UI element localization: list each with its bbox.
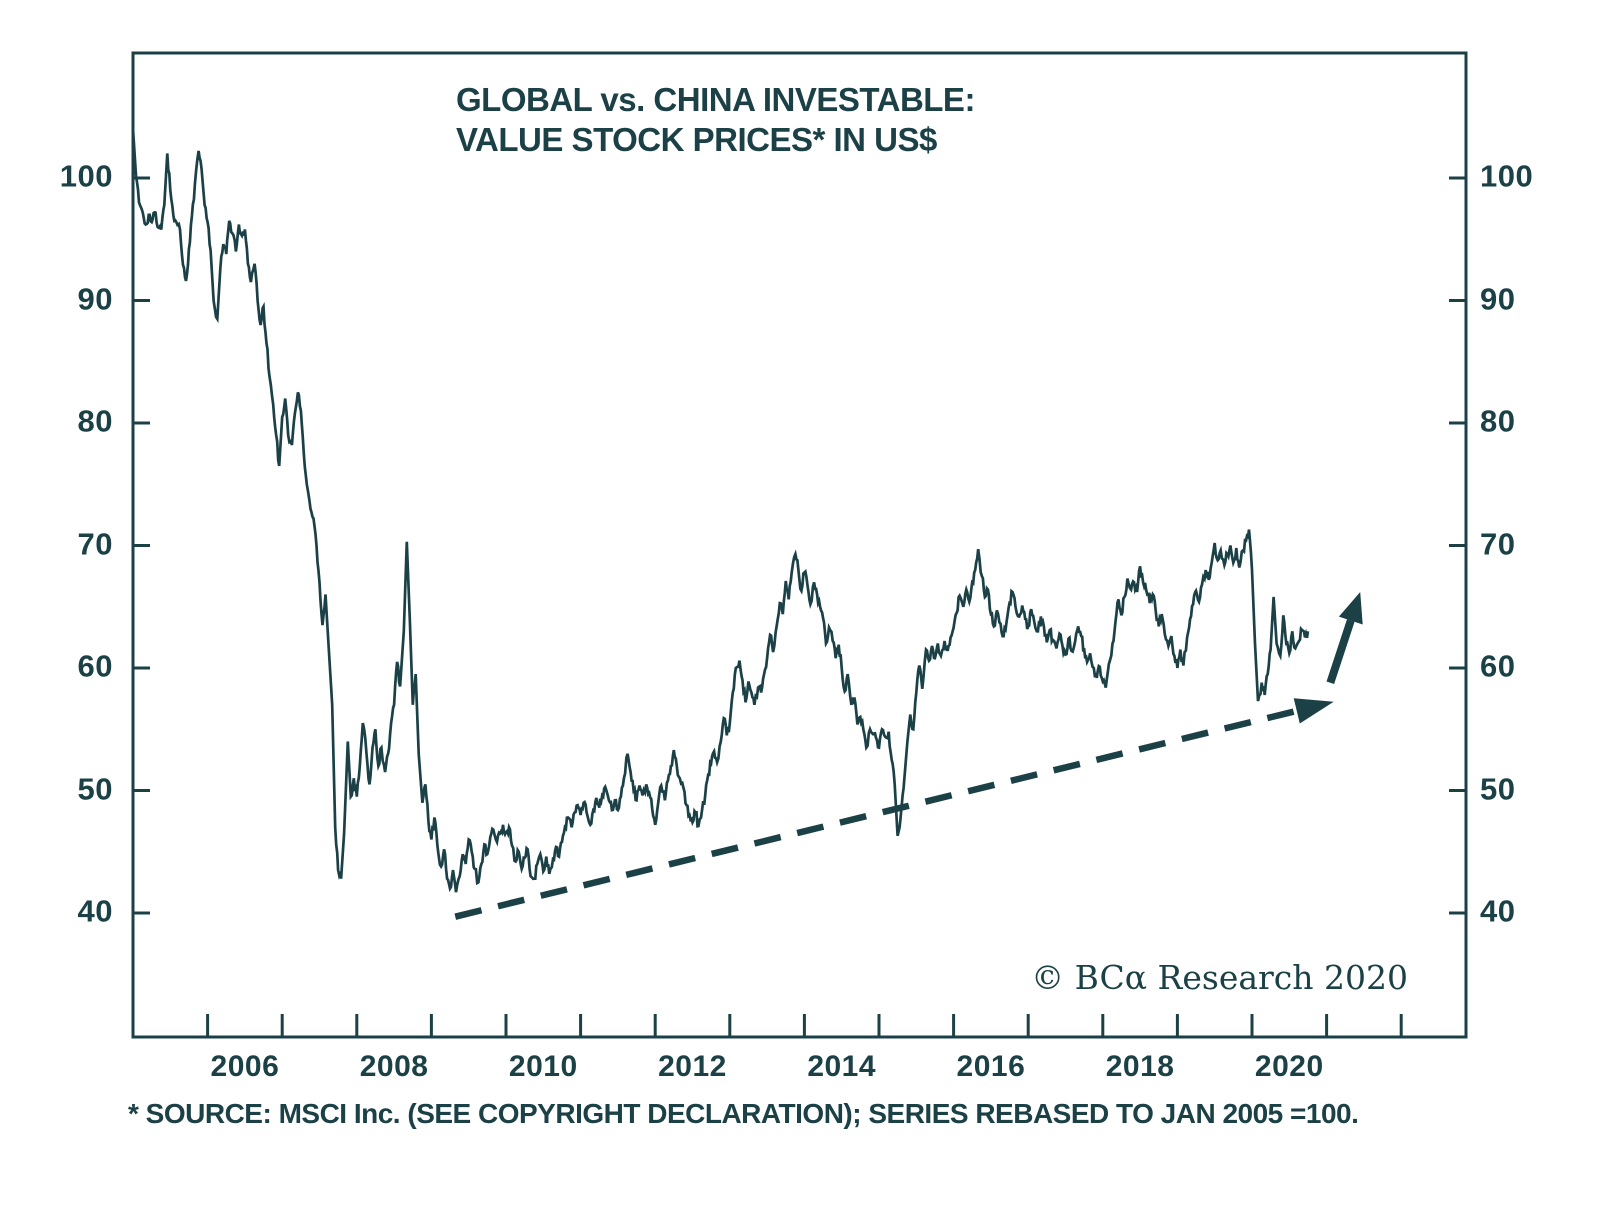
y-axis-label-left: 70 [77,526,113,562]
y-axis-label-right: 70 [1480,526,1516,562]
trendline-dashed [454,707,1298,920]
y-axis-label-left: 40 [77,893,113,929]
y-axis-label-left: 60 [77,648,113,684]
y-axis-label-left: 100 [59,158,113,194]
x-axis-label: 2008 [359,1050,429,1083]
series-line [131,128,1310,893]
x-axis-label: 2014 [807,1050,877,1083]
x-axis-label: 2020 [1254,1050,1324,1083]
source-footnote: * SOURCE: MSCI Inc. (SEE COPYRIGHT DECLA… [128,1098,1359,1129]
trendline-arrowhead [1293,698,1334,724]
chart-title-line2: VALUE STOCK PRICES* IN US$ [456,121,937,158]
y-axis-label-left: 50 [77,771,113,807]
x-axis-label: 2010 [508,1050,578,1083]
y-axis-label-right: 50 [1480,771,1516,807]
x-axis-label: 2012 [658,1050,727,1083]
up-arrow-head [1338,592,1363,625]
y-axis-label-right: 60 [1480,648,1516,684]
x-axis-label: 2016 [956,1050,1026,1083]
x-axis-label: 2018 [1105,1050,1175,1083]
chart-title-line1: GLOBAL vs. CHINA INVESTABLE: [456,81,975,118]
y-axis-label-left: 80 [77,403,113,439]
y-axis-label-right: 80 [1480,403,1516,439]
x-axis-label: 2006 [210,1050,280,1083]
y-axis-label-right: 40 [1480,893,1516,929]
y-axis-label-left: 90 [77,281,113,317]
y-axis-label-right: 90 [1480,281,1516,317]
bca-research-watermark: © BCα Research 2020 [1031,958,1408,997]
y-axis-label-right: 100 [1480,158,1534,194]
chart-title: GLOBAL vs. CHINA INVESTABLE: VALUE STOCK… [456,80,975,160]
up-arrow-shaft [1326,619,1355,684]
plot-frame [131,51,1468,1039]
